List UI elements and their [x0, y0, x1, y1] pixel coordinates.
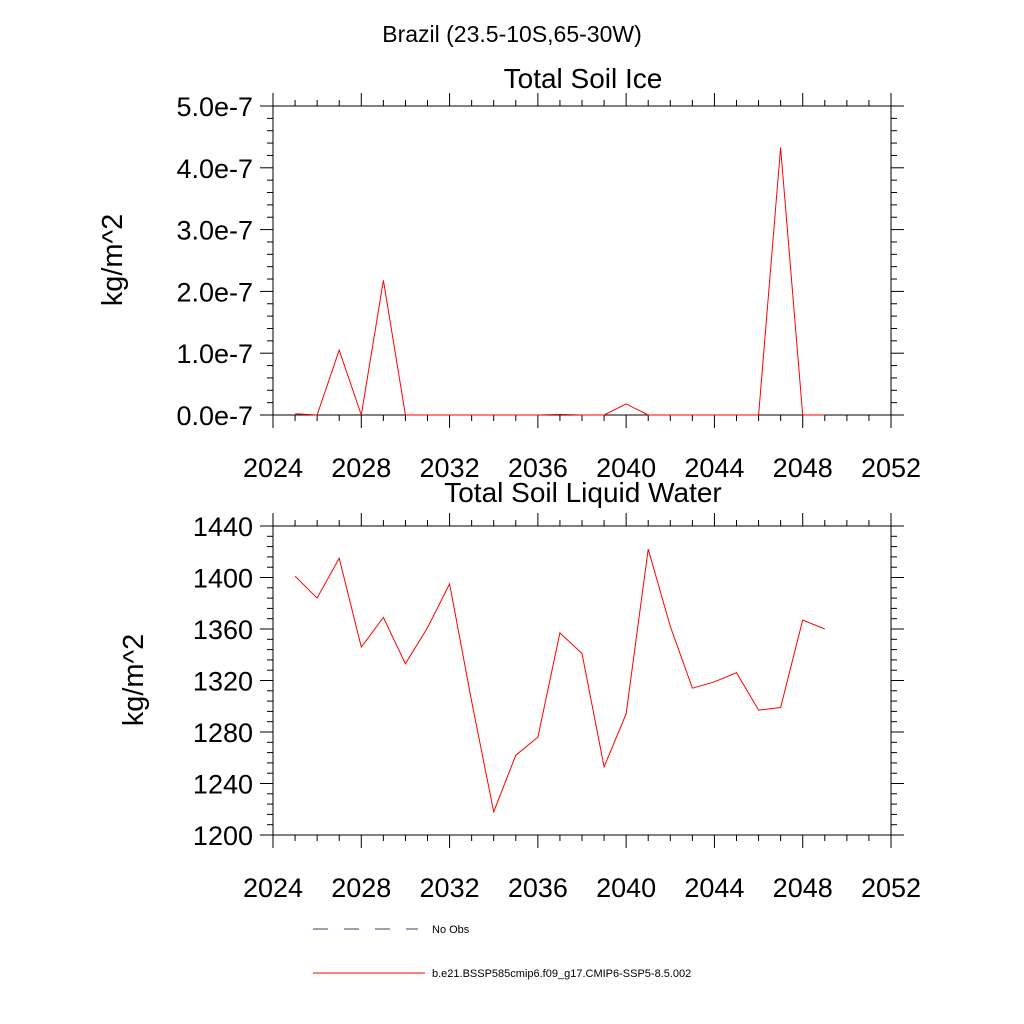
- x-tick-label: 2040: [596, 453, 656, 483]
- panel-total-soil-ice: Total Soil Ice kg/m^2 2024 2028 2032 2036 20…: [97, 63, 921, 483]
- legend: No Obs b.e21.BSSP585cmip6.f09_g17.CMIP6-…: [313, 924, 691, 980]
- x-tick-label: 2032: [420, 453, 480, 483]
- x-tick-label: 2032: [420, 873, 480, 903]
- y-tick-label: 2.0e-7: [176, 277, 253, 307]
- x-tick-label: 2048: [773, 873, 833, 903]
- y-tick-label: 1400: [193, 564, 253, 594]
- plot-frame: [272, 525, 892, 836]
- y-tick-label: 1.0e-7: [176, 339, 253, 369]
- legend-label: b.e21.BSSP585cmip6.f09_g17.CMIP6-SSP5-8.…: [432, 968, 691, 980]
- y-tick-label: 1200: [193, 821, 253, 851]
- figure-suptitle: Brazil (23.5-10S,65-30W): [382, 21, 642, 47]
- chart-title: Total Soil Liquid Water: [444, 477, 722, 508]
- y-tick-label: 3.0e-7: [176, 216, 253, 246]
- x-tick-label: 2036: [508, 873, 568, 903]
- series-line: [294, 549, 825, 814]
- x-tick-label: 2024: [243, 873, 303, 903]
- x-tick-label: 2048: [773, 453, 833, 483]
- x-tick-label: 2028: [331, 873, 391, 903]
- legend-entry-no-obs: No Obs: [313, 924, 470, 936]
- legend-entry-model: b.e21.BSSP585cmip6.f09_g17.CMIP6-SSP5-8.…: [313, 968, 691, 980]
- y-tick-label: 0.0e-7: [176, 401, 253, 431]
- y-tick-label: 1360: [193, 615, 253, 645]
- x-tick-label: 2044: [684, 873, 744, 903]
- plot-frame: [272, 105, 892, 416]
- y-axis-label: kg/m^2: [118, 634, 150, 727]
- x-tick-label: 2044: [684, 453, 744, 483]
- y-tick-label: 4.0e-7: [176, 154, 253, 184]
- x-tick-label: 2024: [243, 453, 303, 483]
- chart-title: Total Soil Ice: [504, 63, 663, 94]
- y-tick-label: 1240: [193, 770, 253, 800]
- legend-label: No Obs: [432, 924, 470, 936]
- x-tick-label: 2036: [508, 453, 568, 483]
- y-axis-label: kg/m^2: [97, 214, 129, 307]
- panel-total-soil-liquid-water: Total Soil Liquid Water kg/m^2 2024 2028 2…: [118, 477, 921, 903]
- series-line: [295, 147, 825, 416]
- y-tick-label: 1440: [193, 512, 253, 542]
- y-tick-label: 5.0e-7: [176, 92, 253, 122]
- x-tick-label: 2052: [861, 873, 921, 903]
- x-tick-label: 2040: [596, 873, 656, 903]
- x-tick-label: 2052: [861, 453, 921, 483]
- y-tick-label: 1280: [193, 718, 253, 748]
- y-tick-label: 1320: [193, 667, 253, 697]
- x-tick-label: 2028: [331, 453, 391, 483]
